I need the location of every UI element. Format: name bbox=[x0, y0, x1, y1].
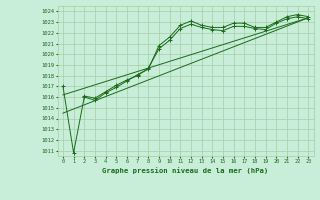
X-axis label: Graphe pression niveau de la mer (hPa): Graphe pression niveau de la mer (hPa) bbox=[102, 167, 269, 174]
